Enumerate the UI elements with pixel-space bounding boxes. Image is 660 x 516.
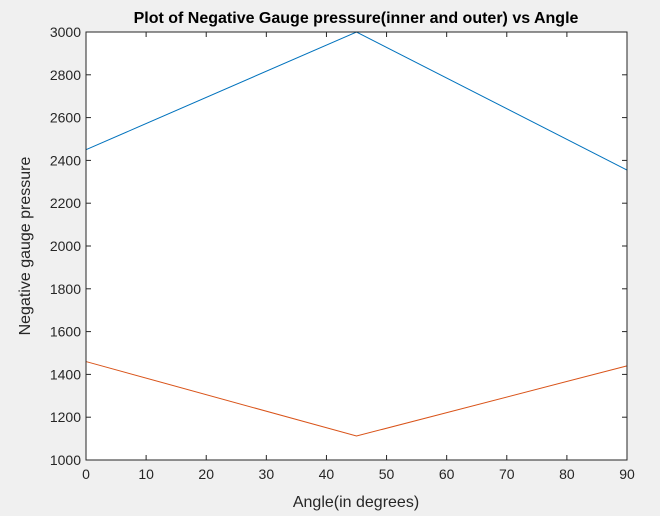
y-tick-label: 3000 [50,24,81,40]
x-tick-label: 80 [559,466,575,482]
y-tick-label: 1600 [50,324,81,340]
y-tick-label: 2600 [50,110,81,126]
x-axis-label: Angle(in degrees) [293,494,419,511]
y-tick-label: 2200 [50,195,81,211]
x-tick-label: 30 [259,466,275,482]
y-tick-label: 1200 [50,409,81,425]
y-tick-label: 2400 [50,152,81,168]
chart-title: Plot of Negative Gauge pressure(inner an… [134,10,579,27]
x-tick-label: 20 [198,466,214,482]
x-tick-label: 0 [82,466,90,482]
y-axis-label: Negative gauge pressure [17,157,34,336]
x-tick-label: 10 [138,466,154,482]
y-tick-label: 1800 [50,281,81,297]
y-tick-label: 1000 [50,452,81,468]
x-tick-label: 40 [319,466,335,482]
x-tick-label: 70 [499,466,515,482]
y-tick-label: 1400 [50,366,81,382]
x-tick-label: 90 [619,466,635,482]
ticks-layer: 0 10 20 30 40 50 60 70 80 90 1000 1200 1400 1600 1800 2… [50,24,635,482]
axes-background [86,32,627,460]
y-tick-label: 2000 [50,238,81,254]
x-tick-label: 60 [439,466,455,482]
y-tick-label: 2800 [50,67,81,83]
series-line-2 [85,361,628,437]
x-tick-label: 50 [379,466,395,482]
